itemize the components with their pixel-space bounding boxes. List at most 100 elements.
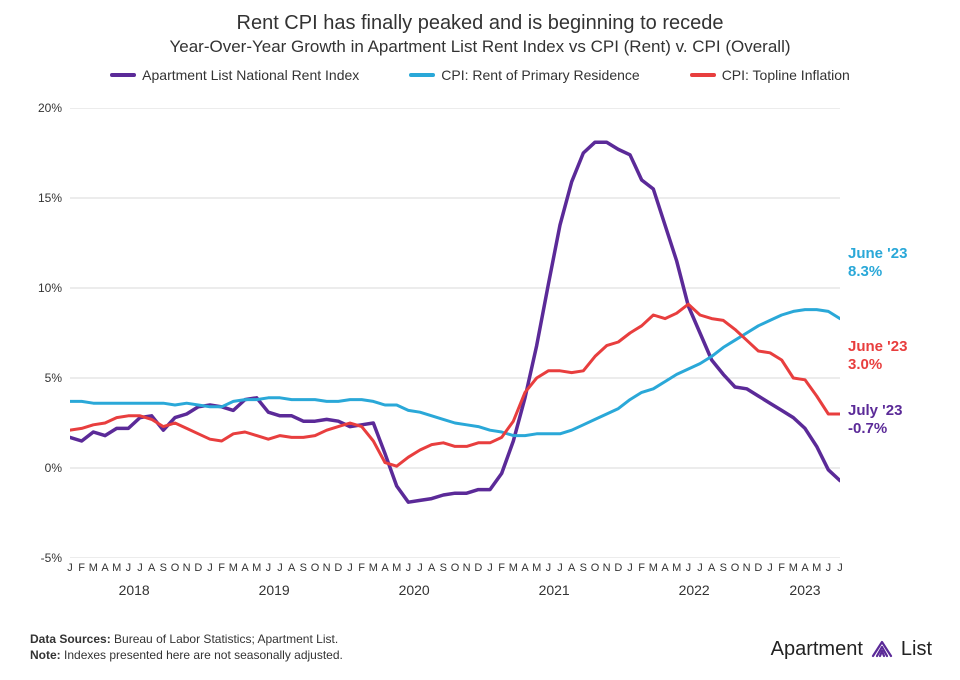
- x-month-label: J: [126, 562, 132, 574]
- x-month-label: F: [78, 562, 85, 574]
- x-month-label: A: [428, 562, 435, 574]
- plot-svg: [70, 108, 840, 558]
- x-month-label: J: [487, 562, 493, 574]
- x-month-label: J: [627, 562, 633, 574]
- x-month-label: N: [183, 562, 191, 574]
- x-month-label: D: [334, 562, 342, 574]
- x-axis-months: JFMAMJJASONDJFMAMJJASONDJFMAMJJASONDJFMA…: [70, 562, 840, 580]
- x-year-label: 2021: [539, 582, 570, 598]
- x-month-label: A: [101, 562, 108, 574]
- x-month-label: J: [207, 562, 213, 574]
- x-month-label: O: [311, 562, 320, 574]
- x-month-label: J: [557, 562, 563, 574]
- brand: Apartment List: [771, 636, 932, 662]
- x-month-label: A: [148, 562, 155, 574]
- x-month-label: J: [697, 562, 703, 574]
- x-month-label: J: [837, 562, 843, 574]
- x-month-label: O: [591, 562, 600, 574]
- footer-note-text: Indexes presented here are not seasonall…: [61, 648, 343, 662]
- chart-subtitle: Year-Over-Year Growth in Apartment List …: [0, 35, 960, 57]
- x-month-label: A: [521, 562, 528, 574]
- y-tick-label: -5%: [41, 551, 62, 565]
- x-month-label: M: [89, 562, 98, 574]
- x-month-label: S: [160, 562, 167, 574]
- x-month-label: D: [754, 562, 762, 574]
- x-month-label: M: [112, 562, 121, 574]
- x-month-label: F: [358, 562, 365, 574]
- x-month-label: O: [451, 562, 460, 574]
- legend-label: CPI: Topline Inflation: [722, 67, 850, 83]
- x-year-label: 2020: [399, 582, 430, 598]
- annotation-cpi_topline: June '233.0%: [848, 338, 907, 374]
- x-year-label: 2022: [679, 582, 710, 598]
- x-year-label: 2019: [259, 582, 290, 598]
- brand-icon: [869, 636, 895, 662]
- x-month-label: A: [241, 562, 248, 574]
- x-month-label: N: [603, 562, 611, 574]
- y-tick-label: 0%: [45, 461, 62, 475]
- x-month-label: S: [580, 562, 587, 574]
- x-month-label: A: [568, 562, 575, 574]
- x-month-label: J: [826, 562, 832, 574]
- annotation-apt_list: July '23-0.7%: [848, 402, 902, 438]
- x-month-label: N: [743, 562, 751, 574]
- x-month-label: S: [300, 562, 307, 574]
- legend-swatch: [110, 73, 136, 77]
- x-axis-years: 2018 2019 2020 2021 2022 2023: [70, 582, 840, 600]
- x-month-label: M: [812, 562, 821, 574]
- x-month-label: A: [288, 562, 295, 574]
- x-year-label: 2018: [119, 582, 150, 598]
- footer-note-label: Note:: [30, 648, 61, 662]
- x-month-label: J: [767, 562, 773, 574]
- x-month-label: M: [252, 562, 261, 574]
- x-month-label: J: [417, 562, 423, 574]
- x-month-label: J: [137, 562, 143, 574]
- x-month-label: M: [229, 562, 238, 574]
- x-month-label: O: [171, 562, 180, 574]
- brand-text-2: List: [901, 638, 932, 661]
- legend-item-cpi-topline: CPI: Topline Inflation: [690, 67, 850, 83]
- x-month-label: M: [369, 562, 378, 574]
- x-month-label: N: [323, 562, 331, 574]
- x-month-label: A: [661, 562, 668, 574]
- annotation-cpi_rent: June '238.3%: [848, 245, 907, 281]
- x-month-label: M: [672, 562, 681, 574]
- x-month-label: J: [277, 562, 283, 574]
- x-month-label: M: [789, 562, 798, 574]
- x-month-label: F: [218, 562, 225, 574]
- x-year-label: 2023: [789, 582, 820, 598]
- x-month-label: N: [463, 562, 471, 574]
- y-tick-label: 10%: [38, 281, 62, 295]
- footer: Data Sources: Bureau of Labor Statistics…: [30, 630, 343, 662]
- x-month-label: A: [708, 562, 715, 574]
- legend-swatch: [690, 73, 716, 77]
- brand-text-1: Apartment: [771, 638, 863, 661]
- x-month-label: J: [266, 562, 272, 574]
- legend-label: Apartment List National Rent Index: [142, 67, 359, 83]
- x-month-label: D: [194, 562, 202, 574]
- y-axis: -5%0%5%10%15%20%: [0, 108, 62, 558]
- y-tick-label: 5%: [45, 371, 62, 385]
- series-line-cpi_rent: [70, 310, 840, 436]
- x-month-label: D: [614, 562, 622, 574]
- x-month-label: J: [546, 562, 552, 574]
- x-month-label: M: [392, 562, 401, 574]
- series-line-cpi_topline: [70, 304, 840, 466]
- legend-swatch: [409, 73, 435, 77]
- x-month-label: F: [778, 562, 785, 574]
- x-month-label: A: [801, 562, 808, 574]
- x-month-label: M: [649, 562, 658, 574]
- x-month-label: D: [474, 562, 482, 574]
- x-month-label: O: [731, 562, 740, 574]
- x-month-label: S: [720, 562, 727, 574]
- x-month-label: F: [638, 562, 645, 574]
- x-month-label: S: [440, 562, 447, 574]
- footer-sources-text: Bureau of Labor Statistics; Apartment Li…: [111, 632, 338, 646]
- x-month-label: J: [347, 562, 353, 574]
- x-month-label: F: [498, 562, 505, 574]
- footer-sources-label: Data Sources:: [30, 632, 111, 646]
- x-month-label: M: [532, 562, 541, 574]
- x-month-label: J: [67, 562, 73, 574]
- legend-item-cpi-rent: CPI: Rent of Primary Residence: [409, 67, 639, 83]
- x-month-label: A: [381, 562, 388, 574]
